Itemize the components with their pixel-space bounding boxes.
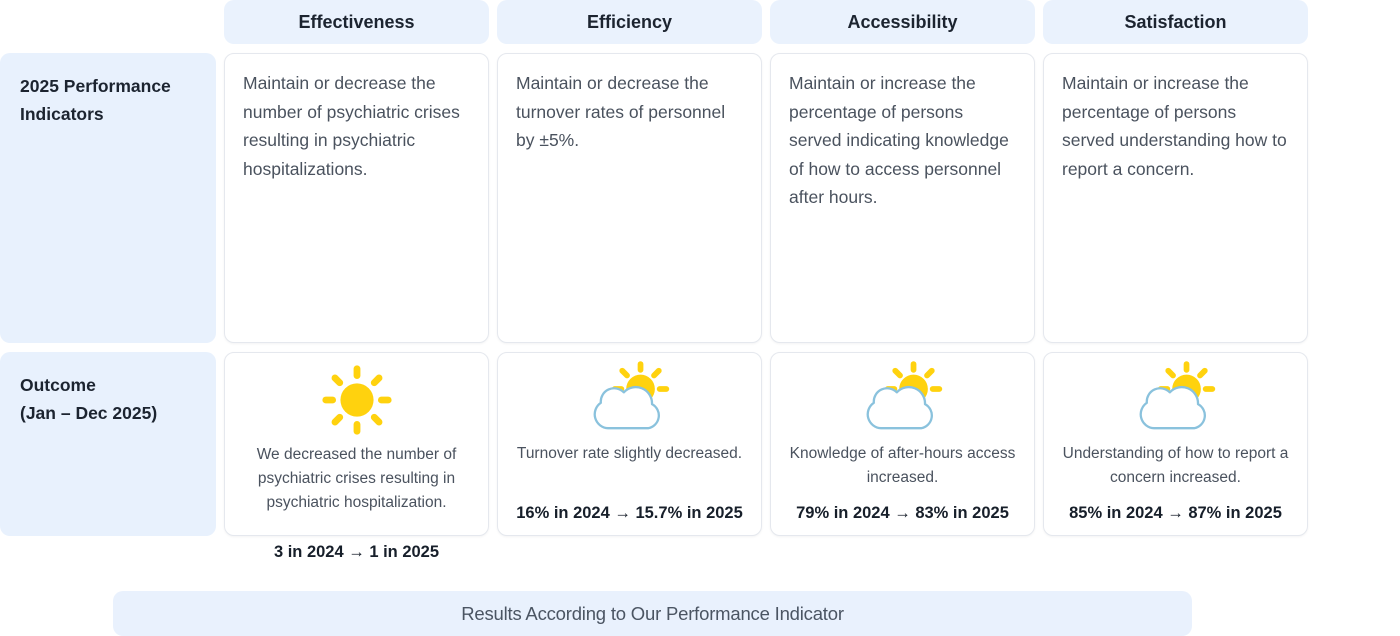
indicator-cell-accessibility: Maintain or increase the percentage of p… [770,53,1035,343]
indicator-cell-effectiveness: Maintain or decrease the number of psych… [224,53,489,343]
sun-behind-cloud-icon [593,361,669,430]
row-label-line: Indicators [20,104,104,124]
column-header-satisfaction: Satisfaction [1043,0,1308,44]
outcome-stat: 3 in 2024 → 1 in 2025 [273,543,440,561]
row-label-line: Outcome [20,375,96,395]
row-label-line: 2025 Performance [20,76,171,96]
outcome-card: We decreased the number of psychiatric c… [224,352,489,536]
column-header-efficiency: Efficiency [497,0,762,44]
outcome-stat: 85% in 2024 → 87% in 2025 [1069,504,1282,522]
footer-banner: Results According to Our Performance Ind… [113,591,1192,636]
outcome-stat: 16% in 2024 → 15.7% in 2025 [516,504,743,522]
performance-table: Effectiveness Efficiency Accessibility S… [0,0,1308,561]
indicator-cell-satisfaction: Maintain or increase the percentage of p… [1043,53,1308,343]
outcome-stat: 79% in 2024 → 83% in 2025 [796,504,1009,522]
top-left-spacer [0,0,216,44]
row-label-outcome: Outcome (Jan – Dec 2025) [0,352,216,536]
row-label-indicators: 2025 Performance Indicators [0,53,216,343]
sun-behind-cloud-icon [1139,361,1215,430]
outcome-card: Turnover rate slightly decreased. 16% in… [497,352,762,536]
outcome-cell-accessibility: Knowledge of after-hours access increase… [770,352,1035,536]
sun-icon [321,365,392,435]
outcome-cell-effectiveness: We decreased the number of psychiatric c… [224,352,489,561]
outcome-text: Knowledge of after-hours access increase… [789,445,1016,486]
row-label-line: (Jan – Dec 2025) [20,403,158,423]
outcome-cell-efficiency: Turnover rate slightly decreased. 16% in… [497,352,762,536]
outcome-cell-satisfaction: Understanding of how to report a concern… [1043,352,1308,536]
outcome-text: We decreased the number of psychiatric c… [256,446,457,511]
indicator-cell-efficiency: Maintain or decrease the turnover rates … [497,53,762,343]
outcome-text: Understanding of how to report a concern… [1062,445,1289,486]
sun-behind-cloud-icon [866,361,942,430]
outcome-card: Understanding of how to report a concern… [1043,352,1308,536]
outcome-text: Turnover rate slightly decreased. [516,445,743,462]
column-header-accessibility: Accessibility [770,0,1035,44]
outcome-card: Knowledge of after-hours access increase… [770,352,1035,536]
footer-label: Results According to Our Performance Ind… [461,602,844,624]
column-header-effectiveness: Effectiveness [224,0,489,44]
